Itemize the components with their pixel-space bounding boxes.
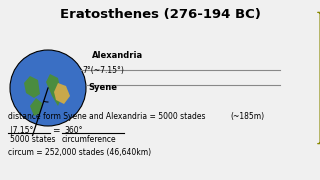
Polygon shape	[317, 12, 320, 144]
Text: 360°: 360°	[64, 126, 83, 135]
Text: =: =	[52, 127, 60, 136]
Text: 5000 states: 5000 states	[10, 135, 55, 144]
Text: Syene: Syene	[88, 84, 117, 93]
Polygon shape	[54, 83, 70, 104]
Text: (~185m): (~185m)	[230, 112, 264, 121]
Polygon shape	[30, 98, 42, 116]
Circle shape	[10, 50, 86, 126]
Text: Eratosthenes (276-194 BC): Eratosthenes (276-194 BC)	[60, 8, 260, 21]
Text: |7.15°: |7.15°	[10, 126, 33, 135]
Polygon shape	[24, 76, 40, 98]
Text: circum = 252,000 stades (46,640km): circum = 252,000 stades (46,640km)	[8, 148, 151, 157]
Text: 7°(~7.15°): 7°(~7.15°)	[82, 66, 124, 75]
Polygon shape	[46, 74, 62, 106]
Text: circumference: circumference	[62, 135, 116, 144]
Text: Alexandria: Alexandria	[92, 51, 143, 60]
Text: distance form Syene and Alexandria = 5000 stades: distance form Syene and Alexandria = 500…	[8, 112, 205, 121]
